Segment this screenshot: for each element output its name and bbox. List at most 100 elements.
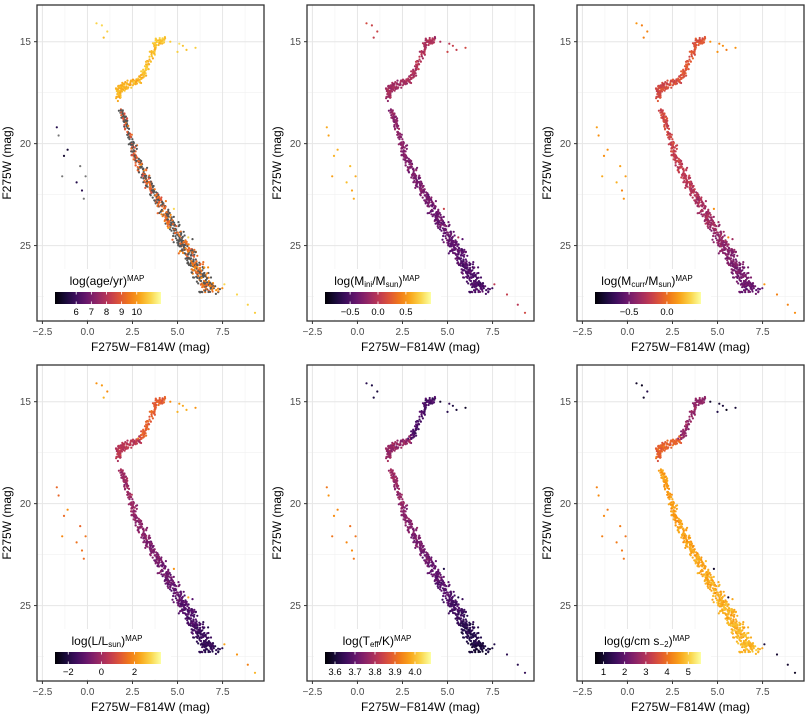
star-point bbox=[395, 445, 398, 448]
star-point bbox=[386, 88, 389, 91]
star-point bbox=[448, 223, 451, 226]
star-point bbox=[716, 50, 719, 54]
star-point bbox=[394, 441, 397, 444]
star-point bbox=[223, 643, 226, 646]
star-point bbox=[415, 540, 419, 543]
star-point bbox=[615, 181, 618, 184]
star-point bbox=[689, 184, 692, 188]
star-point bbox=[673, 154, 676, 157]
star-point bbox=[142, 168, 145, 171]
star-point bbox=[422, 189, 425, 192]
star-point bbox=[687, 68, 690, 71]
star-point bbox=[701, 37, 704, 40]
star-point bbox=[426, 561, 429, 564]
star-point bbox=[160, 568, 163, 571]
star-point bbox=[703, 213, 706, 216]
star-point bbox=[444, 595, 447, 598]
star-point bbox=[414, 69, 417, 72]
star-point bbox=[172, 594, 175, 598]
star-point bbox=[474, 638, 477, 642]
star-point bbox=[416, 166, 419, 169]
star-point bbox=[635, 22, 638, 25]
star-point bbox=[412, 69, 415, 72]
star-point bbox=[657, 109, 661, 112]
star-point bbox=[223, 283, 226, 286]
star-point bbox=[462, 269, 465, 272]
star-point bbox=[158, 560, 161, 563]
star-point bbox=[389, 94, 392, 97]
star-point bbox=[194, 406, 197, 409]
star-point bbox=[475, 287, 478, 290]
star-point bbox=[398, 138, 401, 141]
star-point bbox=[434, 218, 437, 221]
star-point bbox=[415, 74, 418, 77]
star-point bbox=[121, 83, 125, 86]
star-point bbox=[727, 243, 730, 246]
star-point bbox=[144, 184, 148, 187]
star-point bbox=[203, 626, 206, 629]
star-point bbox=[123, 476, 127, 479]
star-point bbox=[461, 261, 464, 264]
star-point bbox=[157, 403, 160, 407]
star-point bbox=[424, 39, 427, 42]
star-point bbox=[174, 235, 177, 238]
star-point bbox=[442, 601, 445, 604]
star-point bbox=[148, 410, 151, 413]
star-point bbox=[456, 245, 459, 248]
star-point bbox=[688, 55, 691, 58]
star-point bbox=[484, 645, 487, 648]
star-point bbox=[407, 171, 411, 174]
y-tick-label: 25 bbox=[20, 241, 32, 252]
star-point bbox=[516, 303, 519, 306]
star-point bbox=[187, 613, 190, 616]
star-point bbox=[708, 211, 711, 215]
star-point bbox=[370, 24, 373, 27]
star-point bbox=[463, 608, 466, 611]
star-point bbox=[66, 508, 69, 511]
star-point bbox=[449, 605, 452, 608]
star-point bbox=[461, 249, 464, 252]
star-point bbox=[444, 231, 447, 235]
star-point bbox=[734, 46, 737, 49]
colorbar-gradient bbox=[55, 652, 161, 664]
star-point bbox=[431, 37, 434, 40]
panel-border bbox=[306, 4, 535, 322]
star-point bbox=[119, 469, 122, 472]
star-point bbox=[144, 65, 148, 68]
star-point bbox=[757, 290, 760, 293]
star-point bbox=[409, 165, 412, 169]
star-point bbox=[440, 589, 443, 592]
star-point bbox=[132, 142, 135, 145]
star-point bbox=[488, 288, 491, 291]
star-point bbox=[130, 446, 133, 449]
star-point bbox=[696, 204, 699, 208]
star-point bbox=[194, 621, 197, 624]
star-point bbox=[393, 123, 396, 127]
y-axis-title: F275W (mag) bbox=[0, 486, 14, 559]
star-point bbox=[436, 573, 439, 577]
star-point bbox=[693, 188, 696, 191]
star-point bbox=[148, 50, 151, 53]
star-point bbox=[399, 503, 402, 506]
star-point bbox=[186, 605, 189, 608]
star-point bbox=[434, 205, 437, 208]
star-point bbox=[457, 243, 460, 246]
star-point bbox=[739, 279, 742, 282]
star-point bbox=[426, 572, 429, 575]
star-point bbox=[203, 642, 206, 645]
star-point bbox=[153, 52, 156, 55]
star-point bbox=[134, 524, 137, 527]
star-point bbox=[434, 214, 437, 218]
star-point bbox=[80, 549, 84, 552]
star-point bbox=[191, 238, 194, 241]
star-point bbox=[675, 147, 678, 150]
y-tick-label: 15 bbox=[20, 397, 32, 408]
star-point bbox=[203, 631, 206, 635]
star-point bbox=[391, 469, 394, 472]
star-point bbox=[696, 212, 699, 215]
star-point bbox=[721, 44, 725, 47]
star-point bbox=[646, 30, 649, 33]
star-point bbox=[133, 518, 136, 521]
star-point bbox=[476, 632, 479, 635]
star-point bbox=[415, 542, 419, 545]
